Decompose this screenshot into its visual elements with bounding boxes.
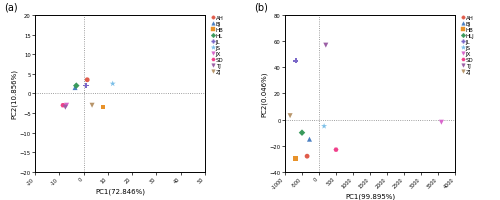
Point [108,83,116,86]
Point [62,104,70,107]
Point [62,106,70,109]
Point [71,87,79,90]
Point [303,155,311,158]
X-axis label: PC1(99.895%): PC1(99.895%) [345,192,395,199]
Point [286,114,294,118]
Legend: AH, BJ, HB, HL, JL, JS, JX, SD, TJ, ZJ: AH, BJ, HB, HL, JL, JS, JX, SD, TJ, ZJ [211,16,224,74]
Point [292,60,300,63]
Point [332,148,340,152]
Text: (b): (b) [254,3,268,13]
Y-axis label: PC2(0.046%): PC2(0.046%) [260,71,267,117]
Point [82,85,90,88]
Point [298,131,306,135]
Point [59,104,67,107]
Legend: AH, BJ, HB, HLJ, JL, JS, JX, SD, TJ, ZJ: AH, BJ, HB, HLJ, JL, JS, JX, SD, TJ, ZJ [461,16,474,74]
Point [291,157,299,161]
Text: (a): (a) [4,3,18,13]
Y-axis label: PC2(10.856%): PC2(10.856%) [10,69,17,119]
Point [99,106,107,109]
Point [306,138,314,141]
X-axis label: PC1(72.846%): PC1(72.846%) [95,188,145,195]
Point [72,85,80,88]
Point [438,121,446,124]
Point [322,44,330,47]
Point [320,125,328,128]
Point [88,104,96,107]
Point [83,79,91,82]
